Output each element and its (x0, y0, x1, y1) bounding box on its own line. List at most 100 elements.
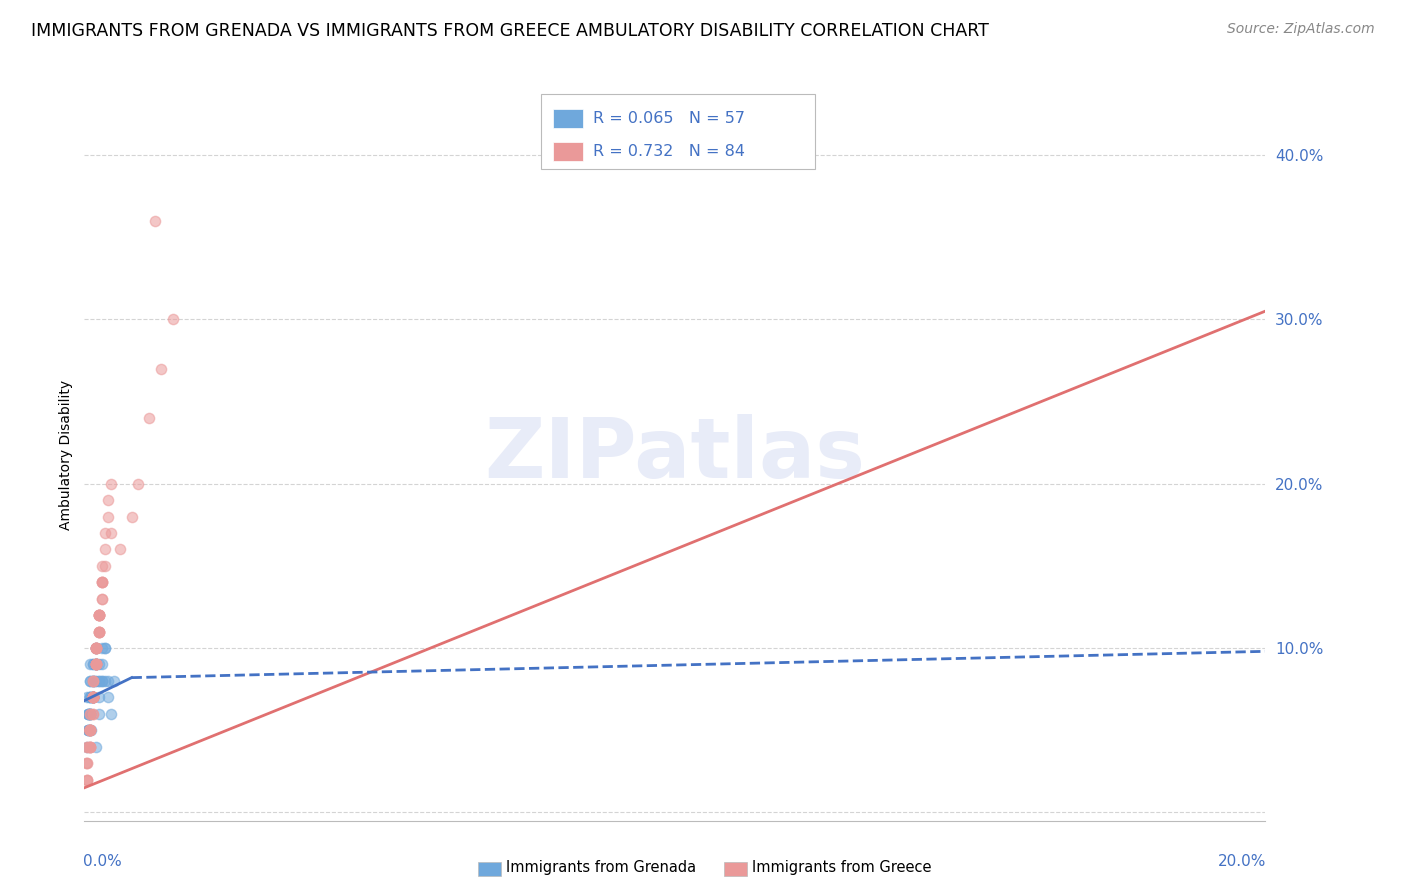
Point (84, 641, 107, 656)
Point (138, 411, 160, 425)
Point (94, 641, 117, 656)
Point (76, 739, 98, 754)
Point (76, 739, 98, 754)
Point (82, 690, 104, 705)
Point (82, 673, 104, 688)
Point (79, 706, 101, 721)
Point (87, 624, 111, 639)
Point (87, 608, 111, 623)
Point (87, 706, 111, 721)
Point (87, 608, 111, 623)
Point (100, 526, 122, 541)
Point (77, 723, 100, 738)
Point (79, 690, 101, 705)
Point (82, 690, 104, 705)
Point (91, 591, 114, 606)
Point (79, 690, 101, 705)
Point (79, 706, 101, 721)
Point (84, 657, 107, 672)
Point (79, 723, 101, 738)
Point (80, 723, 103, 738)
Point (94, 526, 117, 541)
Point (84, 657, 107, 672)
Text: ZIPatlas: ZIPatlas (485, 415, 865, 495)
Point (87, 608, 111, 623)
Point (97, 509, 120, 524)
Point (79, 739, 101, 754)
Point (143, 213, 166, 227)
Point (87, 608, 111, 623)
Point (82, 657, 104, 672)
Point (91, 641, 114, 656)
Point (79, 723, 101, 738)
Point (82, 690, 104, 705)
Point (76, 772, 98, 787)
Text: R = 0.732   N = 84: R = 0.732 N = 84 (593, 145, 745, 159)
Point (84, 657, 107, 672)
Point (79, 706, 101, 721)
Point (84, 641, 107, 656)
Point (77, 723, 100, 738)
Point (76, 772, 98, 787)
Point (79, 690, 101, 705)
Point (82, 690, 104, 705)
Point (108, 542, 131, 557)
Point (79, 673, 101, 688)
Point (82, 673, 104, 688)
Point (82, 690, 104, 705)
Point (97, 673, 120, 688)
Point (82, 690, 104, 705)
Point (91, 575, 114, 590)
Point (79, 723, 101, 738)
Point (84, 657, 107, 672)
Point (84, 657, 107, 672)
Point (82, 706, 104, 721)
Point (82, 690, 104, 705)
Point (79, 723, 101, 738)
Point (84, 657, 107, 672)
Point (79, 723, 101, 738)
Point (82, 657, 104, 672)
Point (79, 723, 101, 738)
Point (77, 723, 100, 738)
Point (87, 608, 111, 623)
Point (82, 690, 104, 705)
Point (87, 624, 111, 639)
Point (84, 657, 107, 672)
Point (100, 476, 122, 491)
Point (82, 690, 104, 705)
Point (87, 624, 111, 639)
Point (84, 641, 107, 656)
Point (87, 690, 111, 705)
Point (82, 690, 104, 705)
Point (91, 673, 114, 688)
Point (91, 558, 114, 573)
Point (162, 312, 184, 326)
Point (87, 608, 111, 623)
Point (100, 706, 122, 721)
Point (79, 690, 101, 705)
Point (91, 591, 114, 606)
Point (84, 673, 107, 688)
Y-axis label: Ambulatory Disability: Ambulatory Disability (59, 380, 73, 530)
Text: Source: ZipAtlas.com: Source: ZipAtlas.com (1227, 22, 1375, 37)
Point (84, 641, 107, 656)
Point (82, 673, 104, 688)
Point (82, 706, 104, 721)
Point (77, 706, 100, 721)
Point (79, 739, 101, 754)
Point (79, 657, 101, 672)
Point (103, 673, 125, 688)
Point (79, 739, 101, 754)
Point (82, 690, 104, 705)
Point (79, 673, 101, 688)
Point (121, 509, 143, 524)
Point (79, 739, 101, 754)
Point (97, 690, 120, 705)
Point (76, 772, 98, 787)
Point (82, 690, 104, 705)
Point (84, 657, 107, 672)
Point (82, 690, 104, 705)
Text: 0.0%: 0.0% (83, 854, 122, 869)
Point (77, 706, 100, 721)
